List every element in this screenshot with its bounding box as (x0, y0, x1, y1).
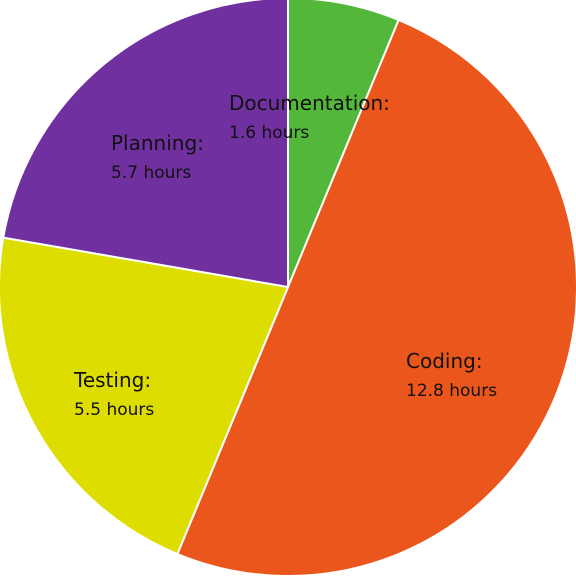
slice-label-testing: Testing: 5.5 hours (73, 368, 154, 420)
pie-slice-documentation (287, 0, 400, 288)
slice-label-name: Testing: (73, 368, 151, 392)
slice-label-value: 5.5 hours (74, 400, 154, 420)
slice-label-documentation: Documentation: 1.6 hours (229, 91, 390, 143)
pie-slice-testing (0, 236, 290, 556)
slice-label-planning: Planning: 5.7 hours (111, 131, 204, 183)
labels-layer: Documentation: 1.6 hours Coding: 12.8 hours… (73, 91, 497, 420)
pie-slice-planning (2, 0, 289, 289)
slice-label-name: Coding: (406, 349, 483, 373)
slice-label-coding: Coding: 12.8 hours (406, 349, 497, 401)
slice-label-name: Documentation: (229, 91, 390, 115)
slice-label-value: 1.6 hours (229, 123, 309, 143)
slice-label-value: 12.8 hours (406, 381, 497, 401)
pie-slice-coding (176, 18, 576, 576)
slice-label-value: 5.7 hours (111, 163, 191, 183)
slice-label-name: Planning: (111, 131, 204, 155)
